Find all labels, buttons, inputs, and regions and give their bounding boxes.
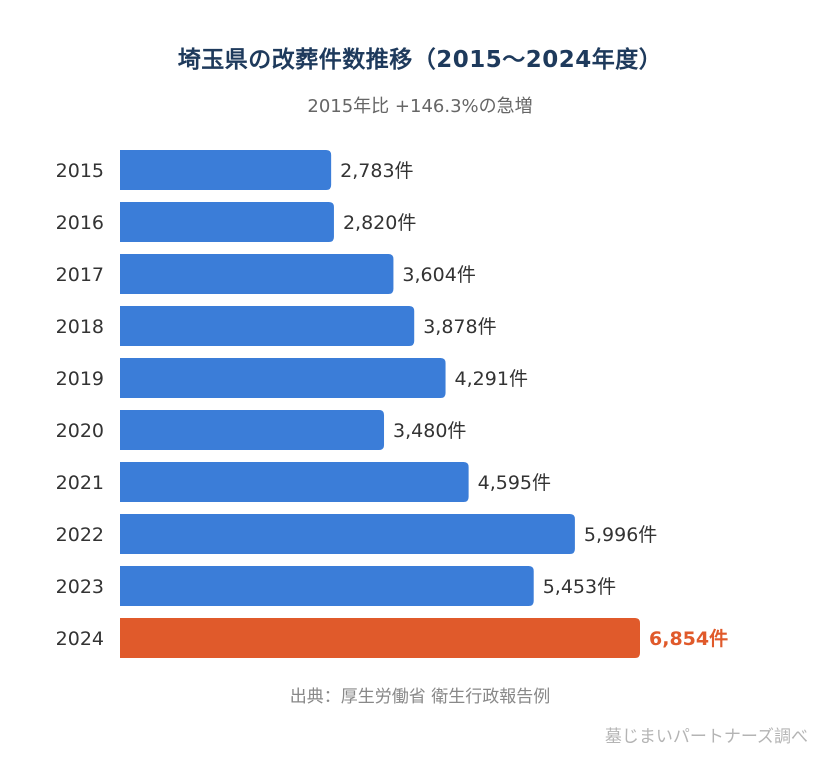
credit-note: 墓じまいパートナーズ調べ [604,727,808,747]
category-label-2019: 2019 [56,368,104,390]
category-label-2024: 2024 [56,628,104,650]
chart-subtitle: 2015年比 +146.3%の急増 [307,96,533,117]
value-label-2015: 2,783件 [340,160,413,182]
bar-chart: 2015 2,783件 2016 2,820件 2017 3,604件 2018 3,878件… [56,150,728,658]
category-label-2018: 2018 [56,316,104,338]
value-label-2021: 4,595件 [478,472,551,494]
value-label-2024: 6,854件 [649,627,728,650]
value-label-2019: 4,291件 [455,368,528,390]
value-label-2023: 5,453件 [543,576,616,598]
category-label-2015: 2015 [56,160,104,182]
value-label-2018: 3,878件 [423,316,496,338]
bar-2021 [120,462,469,502]
category-label-2021: 2021 [56,472,104,494]
chart-title: 埼玉県の改葬件数推移（2015〜2024年度） [177,47,663,73]
bar-2017 [120,254,394,294]
bar-2022 [120,514,575,554]
bar-2018 [120,306,415,346]
bar-2015 [120,150,332,190]
bar-2019 [120,358,446,398]
bar-2023 [120,566,534,606]
value-label-2017: 3,604件 [402,264,475,286]
category-label-2016: 2016 [56,212,104,234]
category-label-2023: 2023 [56,576,104,598]
category-label-2017: 2017 [56,264,104,286]
source-note: 出典：厚生労働省 衛生行政報告例 [289,687,551,707]
category-label-2020: 2020 [56,420,104,442]
bar-2016 [120,202,334,242]
category-label-2022: 2022 [56,524,104,546]
bar-2024 [120,618,640,658]
value-label-2020: 3,480件 [393,420,466,442]
bar-2020 [120,410,385,450]
value-label-2022: 5,996件 [584,524,657,546]
value-label-2016: 2,820件 [343,212,416,234]
